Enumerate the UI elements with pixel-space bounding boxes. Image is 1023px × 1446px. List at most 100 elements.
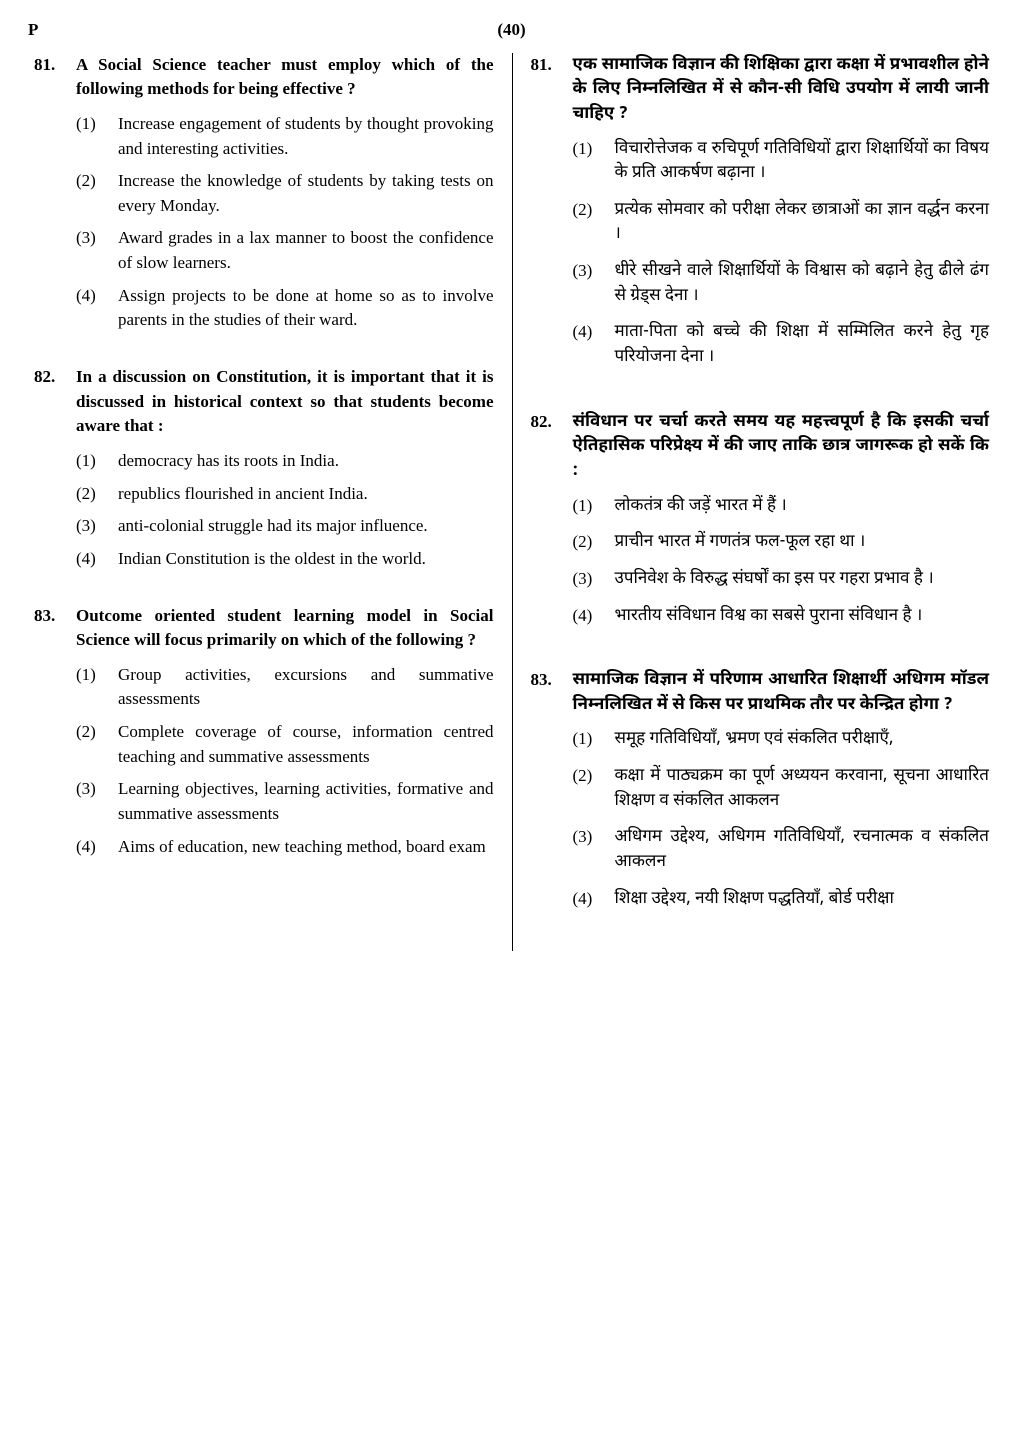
option-text: प्रत्येक सोमवार को परीक्षा लेकर छात्राओं… (615, 198, 990, 247)
option-2: (2) प्राचीन भारत में गणतंत्र फल-फूल रहा … (573, 530, 990, 555)
question-body: Outcome oriented student learning model … (76, 604, 494, 868)
option-number: (1) (76, 449, 118, 474)
option-1: (1) समूह गतिविधियाँ, भ्रमण एवं संकलित पर… (573, 727, 990, 752)
option-4: (4) शिक्षा उद्देश्य, नयी शिक्षण पद्धतिया… (573, 887, 990, 912)
hindi-column: 81. एक सामाजिक विज्ञान की शिक्षिका द्वार… (512, 53, 996, 952)
question-body: एक सामाजिक विज्ञान की शिक्षिका द्वारा कक… (573, 53, 990, 382)
option-text: Group activities, excursions and summati… (118, 663, 494, 712)
option-text: कक्षा में पाठ्यक्रम का पूर्ण अध्ययन करवा… (615, 764, 990, 813)
option-number: (4) (76, 835, 118, 860)
question-number: 82. (34, 365, 76, 579)
option-text: लोकतंत्र की जड़ें भारत में हैं । (615, 494, 990, 519)
question-81-en: 81. A Social Science teacher must employ… (34, 53, 494, 341)
question-83-hi: 83. सामाजिक विज्ञान में परिणाम आधारित शि… (531, 668, 990, 923)
option-number: (3) (573, 825, 615, 874)
option-number: (1) (573, 727, 615, 752)
option-text: Award grades in a lax manner to boost th… (118, 226, 494, 275)
question-number: 82. (531, 410, 573, 640)
question-number: 83. (34, 604, 76, 868)
option-number: (1) (76, 663, 118, 712)
option-text: भारतीय संविधान विश्व का सबसे पुराना संवि… (615, 604, 990, 629)
option-number: (4) (573, 604, 615, 629)
option-3: (3) anti-colonial struggle had its major… (76, 514, 494, 539)
option-text: समूह गतिविधियाँ, भ्रमण एवं संकलित परीक्ष… (615, 727, 990, 752)
option-3: (3) Learning objectives, learning activi… (76, 777, 494, 826)
option-number: (1) (573, 137, 615, 186)
option-4: (4) Indian Constitution is the oldest in… (76, 547, 494, 572)
question-number: 81. (531, 53, 573, 382)
option-number: (3) (76, 226, 118, 275)
option-text: धीरे सीखने वाले शिक्षार्थियों के विश्वास… (615, 259, 990, 308)
option-text: Increase engagement of students by thoug… (118, 112, 494, 161)
english-column: 81. A Social Science teacher must employ… (28, 53, 512, 952)
option-number: (3) (573, 567, 615, 592)
option-number: (3) (76, 514, 118, 539)
option-2: (2) republics flourished in ancient Indi… (76, 482, 494, 507)
option-number: (2) (573, 198, 615, 247)
option-text: शिक्षा उद्देश्य, नयी शिक्षण पद्धतियाँ, ब… (615, 887, 990, 912)
question-82-hi: 82. संविधान पर चर्चा करते समय यह महत्त्व… (531, 410, 990, 640)
option-text: democracy has its roots in India. (118, 449, 494, 474)
option-2: (2) कक्षा में पाठ्यक्रम का पूर्ण अध्ययन … (573, 764, 990, 813)
option-4: (4) Assign projects to be done at home s… (76, 284, 494, 333)
option-2: (2) Complete coverage of course, informa… (76, 720, 494, 769)
option-text: Assign projects to be done at home so as… (118, 284, 494, 333)
option-1: (1) विचारोत्तेजक व रुचिपूर्ण गतिविधियों … (573, 137, 990, 186)
option-number: (2) (76, 720, 118, 769)
page-number: (40) (415, 18, 608, 43)
option-number: (2) (76, 169, 118, 218)
option-4: (4) Aims of education, new teaching meth… (76, 835, 494, 860)
columns-container: 81. A Social Science teacher must employ… (28, 53, 995, 952)
option-number: (3) (76, 777, 118, 826)
option-3: (3) उपनिवेश के विरुद्ध संघर्षों का इस पर… (573, 567, 990, 592)
question-stem: सामाजिक विज्ञान में परिणाम आधारित शिक्षा… (573, 668, 990, 717)
question-number: 83. (531, 668, 573, 923)
question-83-en: 83. Outcome oriented student learning mo… (34, 604, 494, 868)
question-number: 81. (34, 53, 76, 341)
option-number: (4) (76, 284, 118, 333)
option-text: विचारोत्तेजक व रुचिपूर्ण गतिविधियों द्वा… (615, 137, 990, 186)
option-text: republics flourished in ancient India. (118, 482, 494, 507)
question-stem: संविधान पर चर्चा करते समय यह महत्त्वपूर्… (573, 410, 990, 484)
option-4: (4) भारतीय संविधान विश्व का सबसे पुराना … (573, 604, 990, 629)
question-body: संविधान पर चर्चा करते समय यह महत्त्वपूर्… (573, 410, 990, 640)
option-text: Indian Constitution is the oldest in the… (118, 547, 494, 572)
option-text: Increase the knowledge of students by ta… (118, 169, 494, 218)
option-3: (3) धीरे सीखने वाले शिक्षार्थियों के विश… (573, 259, 990, 308)
question-82-en: 82. In a discussion on Constitution, it … (34, 365, 494, 579)
option-text: प्राचीन भारत में गणतंत्र फल-फूल रहा था । (615, 530, 990, 555)
option-number: (3) (573, 259, 615, 308)
option-text: माता-पिता को बच्चे की शिक्षा में सम्मिलि… (615, 320, 990, 369)
series-label: P (28, 18, 415, 43)
option-number: (1) (573, 494, 615, 519)
option-3: (3) Award grades in a lax manner to boos… (76, 226, 494, 275)
option-text: anti-colonial struggle had its major inf… (118, 514, 494, 539)
option-number: (4) (573, 320, 615, 369)
option-2: (2) Increase the knowledge of students b… (76, 169, 494, 218)
option-1: (1) democracy has its roots in India. (76, 449, 494, 474)
question-stem: एक सामाजिक विज्ञान की शिक्षिका द्वारा कक… (573, 53, 990, 127)
option-number: (1) (76, 112, 118, 161)
option-number: (4) (76, 547, 118, 572)
option-3: (3) अधिगम उद्देश्य, अधिगम गतिविधियाँ, रच… (573, 825, 990, 874)
option-4: (4) माता-पिता को बच्चे की शिक्षा में सम्… (573, 320, 990, 369)
question-stem: In a discussion on Constitution, it is i… (76, 365, 494, 439)
question-stem: A Social Science teacher must employ whi… (76, 53, 494, 102)
option-1: (1) Group activities, excursions and sum… (76, 663, 494, 712)
option-text: अधिगम उद्देश्य, अधिगम गतिविधियाँ, रचनात्… (615, 825, 990, 874)
option-2: (2) प्रत्येक सोमवार को परीक्षा लेकर छात्… (573, 198, 990, 247)
option-number: (2) (573, 764, 615, 813)
header-spacer (608, 18, 995, 43)
option-number: (4) (573, 887, 615, 912)
question-body: सामाजिक विज्ञान में परिणाम आधारित शिक्षा… (573, 668, 990, 923)
option-text: Complete coverage of course, information… (118, 720, 494, 769)
question-81-hi: 81. एक सामाजिक विज्ञान की शिक्षिका द्वार… (531, 53, 990, 382)
option-text: Aims of education, new teaching method, … (118, 835, 494, 860)
option-text: उपनिवेश के विरुद्ध संघर्षों का इस पर गहर… (615, 567, 990, 592)
option-1: (1) लोकतंत्र की जड़ें भारत में हैं । (573, 494, 990, 519)
question-body: A Social Science teacher must employ whi… (76, 53, 494, 341)
question-body: In a discussion on Constitution, it is i… (76, 365, 494, 579)
option-number: (2) (76, 482, 118, 507)
option-1: (1) Increase engagement of students by t… (76, 112, 494, 161)
question-stem: Outcome oriented student learning model … (76, 604, 494, 653)
